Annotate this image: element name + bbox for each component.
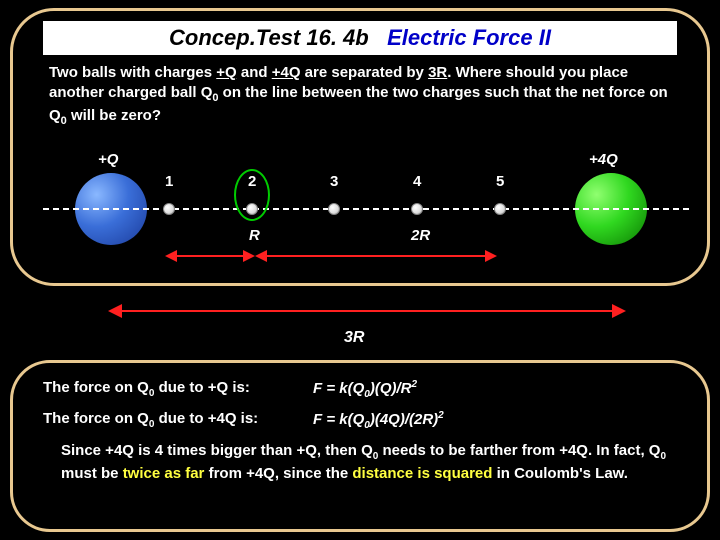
position-1-label: 1 [165, 173, 173, 190]
position-3-marker [328, 203, 340, 215]
txt: The force on Q [43, 379, 149, 396]
force2-rhs: F = k(Q0)(4Q)/(2R)2 [313, 410, 444, 431]
q-charge2: +4Q [272, 64, 301, 81]
q-charge1: +Q [216, 64, 236, 81]
txt: due to +Q is: [154, 379, 249, 396]
q-part: Two balls with charges [49, 64, 216, 81]
q-part: on the line between the two charges such… [219, 84, 668, 101]
three-r-label: 3R [344, 329, 364, 347]
position-5-marker [494, 203, 506, 215]
position-4-marker [411, 203, 423, 215]
txt: due to +4Q is: [154, 410, 258, 427]
highlight: distance is squared [352, 465, 492, 482]
position-1-marker [163, 203, 175, 215]
force-line-2: The force on Q0 due to +4Q is: F = k(Q0)… [43, 410, 677, 431]
txt: F = k(Q [313, 380, 364, 397]
txt: from +4Q, since the [204, 465, 352, 482]
position-5-label: 5 [496, 173, 504, 190]
slide-title: Concep.Test 16. 4b Electric Force II [169, 25, 551, 51]
question-text: Two balls with charges +Q and +4Q are se… [49, 63, 671, 129]
axis-line [43, 208, 689, 210]
sub: 0 [660, 451, 666, 462]
txt: The force on Q [43, 410, 149, 427]
force2-lhs: The force on Q0 due to +4Q is: [43, 410, 313, 431]
position-4-label: 4 [413, 173, 421, 190]
highlight: twice as far [123, 465, 205, 482]
explanation-text: Since +4Q is 4 times bigger than +Q, the… [43, 441, 677, 484]
txt: )(Q)/R [370, 380, 412, 397]
txt: needs to be farther from +4Q. In fact, Q [378, 442, 660, 459]
force-line-1: The force on Q0 due to +Q is: F = k(Q0)(… [43, 379, 677, 400]
q-separation: 3R [428, 64, 447, 81]
sup: 2 [438, 410, 444, 421]
q-q0: Q [201, 84, 213, 101]
txt: )(4Q)/(2R) [370, 411, 438, 428]
left-charge-label: +Q [98, 151, 118, 168]
title-prefix: Concep.Test 16. 4b [169, 25, 369, 50]
two-r-label: 2R [411, 227, 430, 244]
position-3-label: 3 [330, 173, 338, 190]
q-q0: Q [49, 107, 61, 124]
txt: Since +4Q is 4 times bigger than +Q, the… [61, 442, 373, 459]
q-part: and [237, 64, 272, 81]
two-r-arrow [265, 255, 487, 257]
txt: in Coulomb's Law. [492, 465, 628, 482]
txt: F = k(Q [313, 411, 364, 428]
force1-rhs: F = k(Q0)(Q)/R2 [313, 379, 417, 400]
lower-panel: The force on Q0 due to +Q is: F = k(Q0)(… [10, 360, 710, 532]
sup: 2 [411, 379, 417, 390]
q-part: are separated by [301, 64, 429, 81]
answer-highlight-ring [234, 169, 270, 221]
r-label: R [249, 227, 260, 244]
diagram-region: +Q +4Q 1 2 3 4 5 R 2R [13, 151, 713, 287]
title-main: Electric Force II [387, 25, 551, 50]
force1-lhs: The force on Q0 due to +Q is: [43, 379, 313, 400]
txt: must be [61, 465, 123, 482]
q-part: will be zero? [67, 107, 161, 124]
right-charge-label: +4Q [589, 151, 618, 168]
title-bar: Concep.Test 16. 4b Electric Force II [43, 21, 677, 55]
upper-panel: Concep.Test 16. 4b Electric Force II Two… [10, 8, 710, 286]
r-arrow [175, 255, 245, 257]
three-r-arrow [120, 310, 614, 312]
